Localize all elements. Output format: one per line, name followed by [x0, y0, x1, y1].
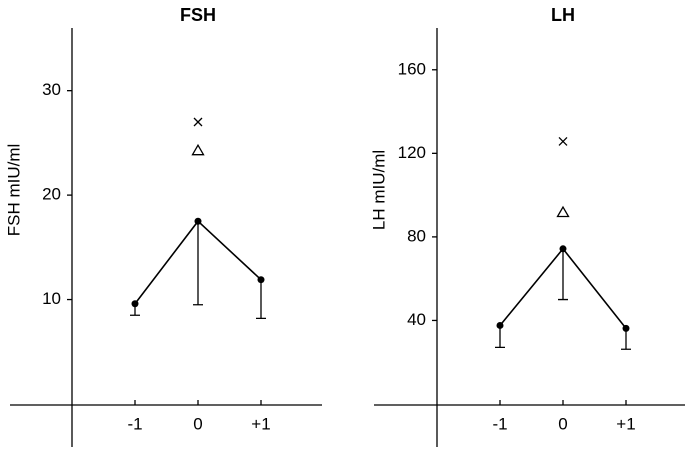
y-tick-label: 30 [42, 80, 61, 99]
x-tick-label: 0 [193, 414, 202, 433]
triangle-marker [556, 205, 570, 218]
y-tick-label: 10 [42, 289, 61, 308]
y-axis-label: FSH mIU/ml [4, 144, 23, 237]
error-bar [495, 325, 505, 349]
y-tick-label: 160 [398, 59, 426, 78]
data-point [559, 245, 567, 253]
data-point [131, 300, 139, 308]
y-tick-label: 120 [398, 143, 426, 162]
y-tick-label: 80 [407, 226, 426, 245]
data-point [496, 321, 504, 329]
error-bar [256, 279, 266, 320]
x-tick-label: 0 [558, 414, 567, 433]
y-tick-label: 20 [42, 185, 61, 204]
x-tick-label: -1 [492, 414, 507, 433]
triangle-marker [191, 143, 205, 156]
y-axis-label: LH mIU/ml [369, 150, 388, 230]
x-tick-label: +1 [616, 414, 635, 433]
x-tick-label: -1 [127, 414, 142, 433]
error-bar [558, 248, 568, 301]
data-point [622, 324, 630, 332]
chart-title: LH [551, 5, 575, 25]
x-marker [193, 117, 203, 127]
x-marker [558, 136, 568, 146]
error-bar [193, 221, 203, 306]
y-tick-label: 40 [407, 310, 426, 329]
data-point [194, 217, 202, 225]
x-tick-label: +1 [251, 414, 270, 433]
chart-title: FSH [180, 5, 216, 25]
data-point [257, 276, 265, 284]
